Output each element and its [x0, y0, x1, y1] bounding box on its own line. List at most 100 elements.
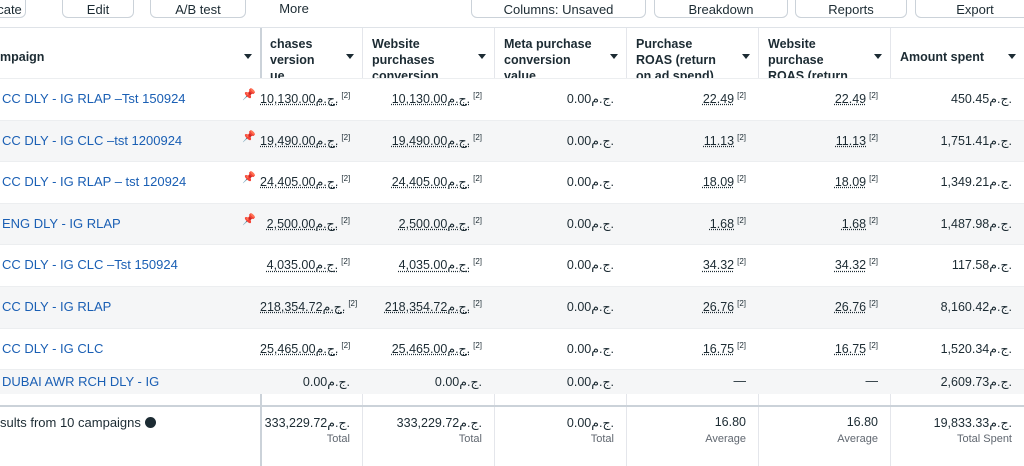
footnote: [2]: [737, 216, 746, 225]
value: 19,490.00ج.م.: [260, 134, 338, 148]
cell-value: 1.68[2]: [758, 216, 878, 231]
cell-value: 16.75[2]: [758, 341, 878, 356]
column-header[interactable]: Website purchases conversion: [372, 36, 464, 78]
cell-value: 0.00ج.م.: [494, 374, 614, 389]
footnote: [2]: [737, 341, 746, 350]
cell-value: 11.13[2]: [626, 133, 746, 148]
value: 333,229.72ج.م.: [265, 416, 350, 430]
campaign-link[interactable]: CC DLY - IG CLC: [2, 341, 103, 356]
sort-arrow: [478, 54, 486, 59]
footnote: [2]: [737, 133, 746, 142]
column-header[interactable]: Amount spent: [900, 49, 994, 65]
summary-value: 19,833.33ج.م.: [890, 415, 1012, 430]
toolbar-button[interactable]: Breakdown: [654, 0, 788, 18]
value: 22.49: [835, 92, 866, 106]
cell-value: 1,487.98ج.م.: [890, 216, 1012, 231]
toolbar-button[interactable]: plicate: [0, 0, 26, 18]
sort-arrow: [610, 54, 618, 59]
value: —: [866, 374, 879, 388]
summary-sub: Total: [260, 433, 350, 445]
cell-value: 117.58ج.م.: [890, 257, 1012, 272]
cell-value: 0.00ج.م.: [362, 374, 482, 389]
value: 2,500.00ج.م.: [267, 217, 338, 231]
toolbar-button[interactable]: Export: [915, 0, 1024, 18]
value: —: [734, 374, 747, 388]
cell-value: 0.00ج.م.: [494, 133, 614, 148]
value: 1,520.34ج.م.: [941, 342, 1012, 356]
pin-icon: 📌: [242, 213, 256, 226]
toolbar-button[interactable]: Columns: Unsaved: [471, 0, 646, 18]
cell-value: 24,405.00ج.م.[2]: [260, 174, 350, 189]
info-icon: [145, 417, 156, 428]
value: 4,035.00ج.م.: [267, 259, 338, 273]
campaign-link[interactable]: CC DLY - IG RLAP – tst 120924: [2, 174, 186, 189]
column-header[interactable]: Meta purchase conversion value: [504, 36, 596, 78]
pin-icon: 📌: [242, 171, 256, 184]
cell-value: —: [626, 374, 746, 388]
footnote: [2]: [737, 174, 746, 183]
cell-value: 18.09[2]: [626, 174, 746, 189]
toolbar-button[interactable]: More: [256, 0, 332, 18]
campaign-link[interactable]: CC DLY - IG CLC –tst 1200924: [2, 133, 182, 148]
cell-value: 18.09[2]: [758, 174, 878, 189]
value: 0.00ج.م.: [567, 416, 614, 430]
summary-value: 16.80: [626, 415, 746, 429]
value: 1.68: [710, 217, 734, 231]
value: 218,354.72ج.م.: [260, 300, 345, 314]
sort-arrow: [244, 54, 252, 59]
column-header[interactable]: mpaign: [0, 49, 220, 65]
campaign-link[interactable]: CC DLY - IG CLC –Tst 150924: [2, 257, 178, 272]
cell-value: 0.00ج.م.: [494, 174, 614, 189]
summary-value: 333,229.72ج.م.: [362, 415, 482, 430]
cell-value: 22.49[2]: [626, 91, 746, 106]
toolbar-button[interactable]: Edit: [62, 0, 134, 18]
cell-value: 1,349.21ج.م.: [890, 174, 1012, 189]
cell-value: 1.68[2]: [626, 216, 746, 231]
footnote: [2]: [473, 174, 482, 183]
cell-value: 11.13[2]: [758, 133, 878, 148]
cell-value: 450.45ج.م.: [890, 91, 1012, 106]
value: 16.75: [703, 342, 734, 356]
cell-value: 26.76[2]: [758, 299, 878, 314]
campaign-link[interactable]: CC DLY - IG RLAP –Tst 150924: [2, 91, 186, 106]
value: 25,465.00ج.م.: [392, 342, 470, 356]
toolbar-button[interactable]: Reports: [795, 0, 907, 18]
footnote: [2]: [341, 133, 350, 142]
column-header[interactable]: Purchase ROAS (return on ad spend): [636, 36, 728, 78]
value: 2,609.73ج.م.: [941, 375, 1012, 389]
value: 10,130.00ج.م.: [392, 92, 470, 106]
column-header[interactable]: Website purchase ROAS (return on: [768, 36, 860, 78]
campaign-link[interactable]: DUBAI AWR RCH DLY - IG: [2, 374, 159, 389]
summary-value: 0.00ج.م.: [494, 415, 614, 430]
summary-value: 16.80: [758, 415, 878, 429]
campaign-link[interactable]: CC DLY - IG RLAP: [2, 299, 111, 314]
value: 19,833.33ج.م.: [934, 416, 1012, 430]
footnote: [2]: [737, 257, 746, 266]
summary-sub: Total Spent: [890, 433, 1012, 445]
cell-value: 2,609.73ج.م.: [890, 374, 1012, 389]
sort-arrow: [1008, 54, 1016, 59]
value: 11.13: [836, 134, 866, 148]
cell-value: 10,130.00ج.م.[2]: [362, 91, 482, 106]
cell-value: —: [758, 374, 878, 388]
cell-value: 0.00ج.م.: [494, 216, 614, 231]
value: 10,130.00ج.م.: [260, 92, 338, 106]
value: 16.75: [835, 342, 866, 356]
cell-value: 0.00ج.م.: [494, 257, 614, 272]
value: 24,405.00ج.م.: [260, 175, 338, 189]
value: 19,490.00ج.م.: [392, 134, 470, 148]
cell-value: 19,490.00ج.م.[2]: [362, 133, 482, 148]
cell-value: 24,405.00ج.م.[2]: [362, 174, 482, 189]
value: 18.09: [835, 175, 866, 189]
campaign-link[interactable]: ENG DLY - IG RLAP: [2, 216, 121, 231]
value: 34.32: [703, 259, 734, 273]
column-header[interactable]: chases version ue: [270, 36, 332, 78]
cell-value: 34.32[2]: [626, 257, 746, 272]
footnote: [2]: [473, 299, 482, 308]
cell-value: 2,500.00ج.م.[2]: [362, 216, 482, 231]
value: 0.00ج.م.: [567, 375, 614, 389]
footnote: [2]: [869, 341, 878, 350]
pin-icon: 📌: [242, 130, 256, 143]
summary-sub: Average: [758, 433, 878, 445]
toolbar-button[interactable]: A/B test: [150, 0, 246, 18]
